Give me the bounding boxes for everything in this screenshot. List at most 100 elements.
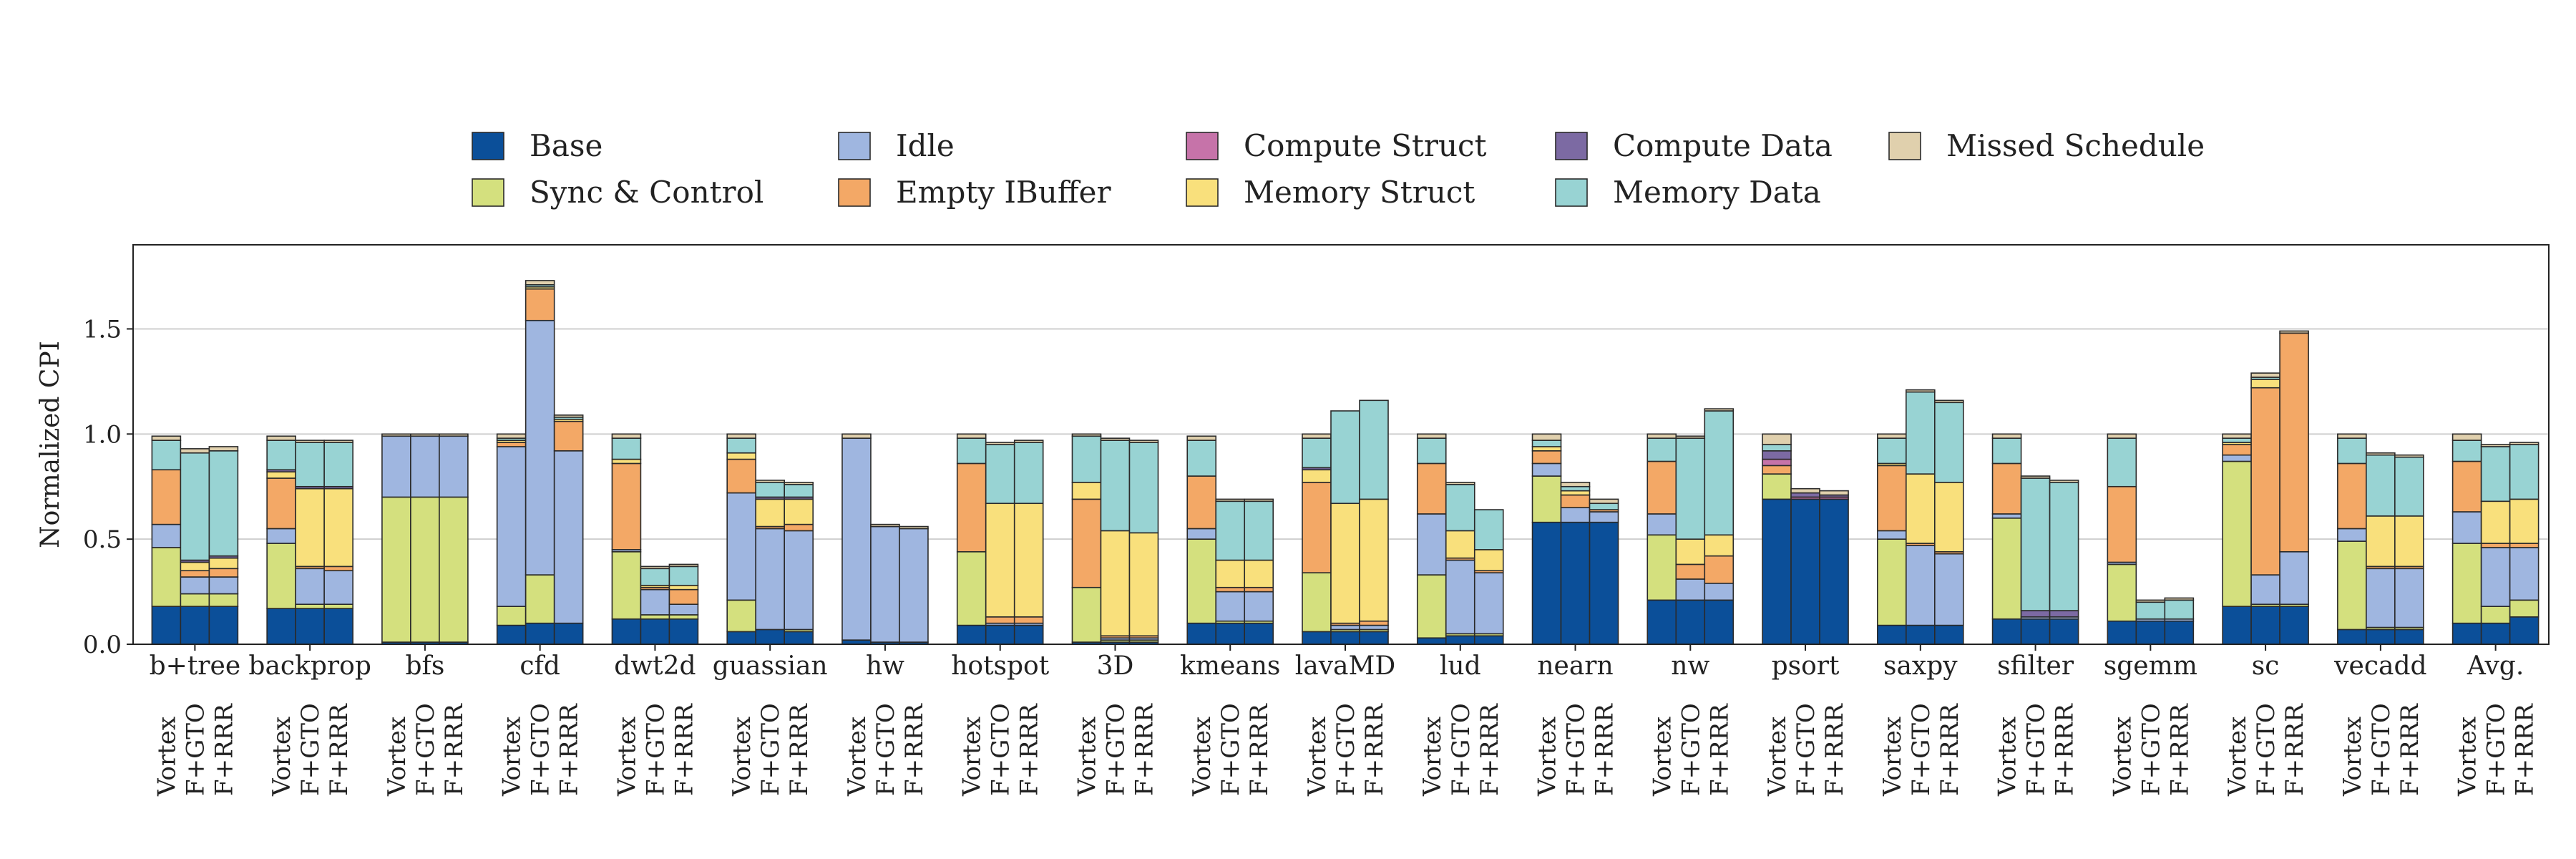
bar-segment-idle <box>784 530 814 631</box>
bar-segment-missed-schedule <box>784 482 814 485</box>
config-label: F+RRR <box>440 703 469 796</box>
config-label: F+GTO <box>181 703 210 796</box>
bar-segment-sync-control <box>1762 473 1792 500</box>
legend-swatch <box>1555 132 1588 160</box>
bar-segment-missed-schedule <box>2107 433 2137 439</box>
bar-segment-sync-control <box>1071 586 1102 643</box>
bar-segment-empty-ibuffer <box>1531 450 1562 465</box>
bar-segment-memory-struct <box>208 557 239 570</box>
bar-segment-memory-struct <box>726 452 756 460</box>
group-label: backprop <box>248 651 371 681</box>
bar-segment-missed-schedule <box>640 566 670 570</box>
bar-segment-sync-control <box>151 547 182 607</box>
bar-segment-idle <box>1531 462 1562 477</box>
group-label: lud <box>1440 651 1481 681</box>
legend-label: Missed Schedule <box>1946 128 2205 163</box>
y-axis-label: Normalized CPI <box>36 341 65 548</box>
legend-swatch <box>838 132 871 160</box>
bar-segment-missed-schedule <box>525 280 555 286</box>
bar-segment-base <box>2480 622 2511 645</box>
config-label: F+RRR <box>1130 703 1158 796</box>
config-label: F+GTO <box>1907 703 1936 796</box>
bar-segment-idle <box>1934 553 1964 626</box>
legend: Base Sync & Control Idle Empty IBuffer Compu… <box>472 128 2205 210</box>
bar-group-bfs <box>381 433 469 645</box>
bar-segment-memory-struct <box>2394 515 2424 568</box>
bar-segment-memory-struct <box>2250 379 2280 389</box>
bar-segment-missed-schedule <box>180 448 210 454</box>
bar-segment-idle <box>640 588 670 616</box>
bar-segment-base <box>1215 622 1246 645</box>
bar-segment-missed-schedule <box>2049 480 2079 483</box>
bar-segment-missed-schedule <box>295 440 325 443</box>
config-label: F+GTO <box>641 703 670 796</box>
group-label: b+tree <box>150 651 241 681</box>
bar-segment-missed-schedule <box>755 480 785 483</box>
bar-segment-empty-ibuffer <box>2480 543 2511 548</box>
bar-segment-base <box>1762 498 1792 645</box>
bar-segment-missed-schedule <box>2250 372 2280 378</box>
bar-segment-idle <box>870 525 900 643</box>
bar-segment-memory-data <box>180 452 210 561</box>
config-label: Vortex <box>1533 717 1562 797</box>
bar-segment-memory-struct <box>1128 532 1159 637</box>
config-label: F+GTO <box>1332 703 1360 796</box>
bar-segment-memory-data <box>1675 437 1706 540</box>
legend-label: Idle <box>896 128 955 163</box>
bar-segment-base <box>180 606 210 645</box>
bar-segment-idle <box>381 435 411 498</box>
bar-group-nearn <box>1531 433 1619 645</box>
bar-segment-memory-data <box>2480 446 2511 503</box>
plot-area-frame <box>132 244 2550 645</box>
bar-segment-missed-schedule <box>870 523 900 528</box>
bar-group-Avg. <box>2451 433 2540 645</box>
bar-segment-sync-control <box>381 496 411 643</box>
bar-segment-empty-ibuffer <box>1071 498 1102 588</box>
bar-segment-empty-ibuffer <box>266 477 296 530</box>
bar-segment-empty-ibuffer <box>525 288 555 321</box>
bar-segment-sync-control <box>1646 534 1677 601</box>
config-label: F+GTO <box>756 703 785 796</box>
bar-segment-memory-data <box>1762 444 1792 452</box>
bar-segment-memory-data <box>2451 440 2482 462</box>
bar-segment-memory-data <box>2394 456 2424 517</box>
bar-segment-empty-ibuffer <box>2451 460 2482 513</box>
bar-segment-idle <box>1560 507 1591 523</box>
bar-segment-base <box>1445 635 1475 645</box>
bar-segment-idle <box>899 528 929 643</box>
bar-segment-missed-schedule <box>899 525 929 530</box>
bar-segment-empty-ibuffer <box>180 570 210 578</box>
bar-segment-idle <box>1359 624 1389 631</box>
bar-segment-memory-data <box>1877 437 1907 465</box>
config-label: F+RRR <box>555 703 584 796</box>
bar-segment-sync-control <box>1416 574 1447 639</box>
bar-segment-memory-data <box>1560 485 1591 492</box>
bar-segment-memory-struct <box>1013 503 1044 618</box>
bar-segment-memory-struct <box>1359 498 1389 622</box>
bar-segment-memory-data <box>151 440 182 471</box>
group-label: bfs <box>405 651 444 681</box>
group-label: vecadd <box>2333 651 2426 681</box>
bar-segment-compute-struct <box>1762 458 1792 467</box>
bar-segment-empty-ibuffer <box>1416 462 1447 515</box>
bar-segment-missed-schedule <box>1445 482 1475 485</box>
bar-segment-empty-ibuffer <box>1359 620 1389 626</box>
bar-segment-base <box>1473 635 1504 645</box>
bar-segment-empty-ibuffer <box>784 523 814 532</box>
config-label: F+RRR <box>2511 703 2540 796</box>
bar-segment-sync-control <box>439 496 469 643</box>
bar-segment-idle <box>1244 591 1274 622</box>
bar-segment-memory-struct <box>1330 503 1360 624</box>
group-label: 3D <box>1097 651 1134 681</box>
legend-item: Empty IBuffer <box>838 175 1112 210</box>
bar-segment-empty-ibuffer <box>1186 475 1217 530</box>
bar-segment-sync-control <box>2480 606 2511 624</box>
bar-segment-empty-ibuffer <box>611 462 642 550</box>
group-label: psort <box>1772 651 1840 681</box>
bar-segment-memory-data <box>668 566 699 586</box>
config-label: Vortex <box>958 717 987 797</box>
bar-segment-missed-schedule <box>2366 452 2396 456</box>
config-label: F+RRR <box>1015 703 1044 796</box>
config-label: F+GTO <box>1101 703 1130 796</box>
bar-segment-memory-data <box>1531 440 1562 447</box>
